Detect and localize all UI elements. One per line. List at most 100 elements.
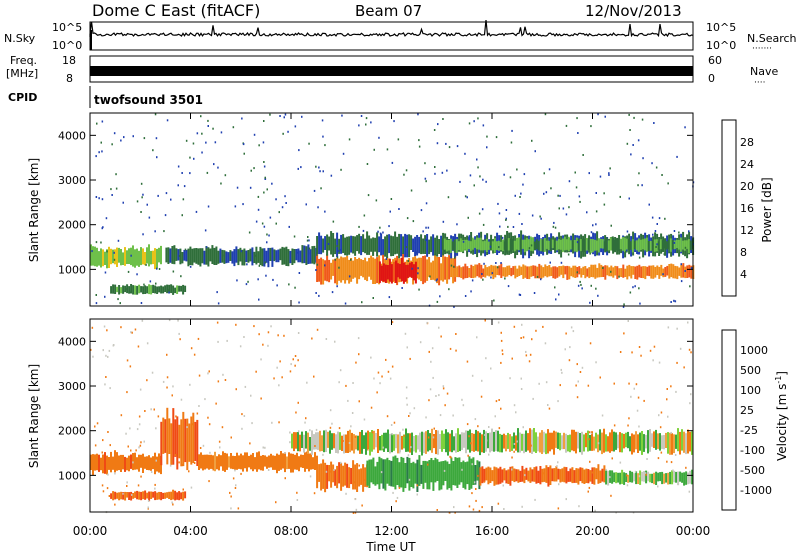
power-scatter-cell xyxy=(662,273,664,276)
power-scatter-cell xyxy=(531,139,533,142)
velocity-band-cell xyxy=(416,459,419,492)
power-band-cell xyxy=(555,240,558,251)
velocity-scatter-cell xyxy=(679,347,682,350)
power-band-cell xyxy=(626,265,629,280)
velocity-scatter-cell xyxy=(131,493,133,496)
velocity-band-cell xyxy=(553,430,555,455)
velocity-band-cell xyxy=(641,471,644,482)
velocity-band-cell xyxy=(122,492,125,500)
velocity-scatter-cell xyxy=(484,434,486,436)
velocity-colorbar-tick-label: 500 xyxy=(740,364,761,377)
velocity-band-cell xyxy=(214,451,216,472)
velocity-scatter-cell xyxy=(416,484,418,487)
velocity-band-cell xyxy=(425,431,427,454)
velocity-band-cell xyxy=(527,433,529,451)
velocity-scatter-cell xyxy=(676,361,678,364)
power-band-cell xyxy=(332,233,335,257)
power-band-cell xyxy=(156,286,159,294)
power-band-cell xyxy=(614,265,617,276)
power-colorbar-tick-label: 20 xyxy=(740,180,754,193)
power-scatter-cell xyxy=(505,217,507,220)
velocity-scatter-cell xyxy=(296,499,299,501)
power-scatter-cell xyxy=(632,144,634,146)
power-band-cell xyxy=(330,262,333,280)
velocity-band-cell xyxy=(126,492,129,498)
velocity-scatter-cell xyxy=(354,436,357,438)
power-scatter-cell xyxy=(479,175,481,178)
velocity-scatter-cell xyxy=(627,424,629,427)
power-scatter-cell xyxy=(534,150,536,153)
velocity-band-cell xyxy=(477,431,479,452)
velocity-band-cell xyxy=(647,430,649,454)
velocity-band-cell xyxy=(599,429,601,451)
velocity-band-cell xyxy=(170,491,173,501)
power-band-cell xyxy=(301,245,304,264)
power-band-cell xyxy=(384,236,387,257)
velocity-scatter-cell xyxy=(416,493,418,496)
velocity-band-cell xyxy=(458,457,461,485)
velocity-scatter-cell xyxy=(688,348,691,351)
velocity-scatter-cell xyxy=(241,427,243,430)
velocity-band-cell xyxy=(408,457,411,491)
velocity-scatter-cell xyxy=(240,472,242,475)
velocity-marks xyxy=(90,319,694,514)
velocity-scatter-cell xyxy=(419,341,422,344)
velocity-band-cell xyxy=(402,457,405,492)
velocity-band-cell xyxy=(643,434,645,452)
velocity-band-cell xyxy=(128,455,130,472)
power-scatter-cell xyxy=(308,142,310,145)
velocity-scatter-cell xyxy=(666,460,668,463)
power-scatter-cell xyxy=(608,174,610,176)
velocity-band-cell xyxy=(172,408,175,465)
velocity-scatter-cell xyxy=(354,498,357,501)
velocity-band-cell xyxy=(493,431,495,452)
power-band-cell xyxy=(412,264,415,281)
power-scatter-cell xyxy=(545,191,548,194)
power-scatter-cell xyxy=(360,115,363,117)
power-band-cell xyxy=(689,240,692,250)
power-band-cell xyxy=(495,241,498,250)
power-band-cell xyxy=(549,238,552,252)
power-band-cell xyxy=(580,268,583,278)
velocity-scatter-cell xyxy=(342,440,344,442)
velocity-band-cell xyxy=(535,432,537,453)
power-band-cell xyxy=(520,266,523,275)
velocity-scatter-cell xyxy=(106,329,108,332)
power-scatter-cell xyxy=(242,203,244,206)
power-band-cell xyxy=(538,263,541,279)
velocity-scatter-cell xyxy=(190,347,193,350)
power-band-cell xyxy=(132,245,134,267)
velocity-band-cell xyxy=(315,432,317,450)
power-band-cell xyxy=(494,265,497,278)
velocity-colorbar-tick-label: -1000 xyxy=(740,484,772,497)
velocity-scatter-cell xyxy=(548,407,551,410)
velocity-band-cell xyxy=(428,460,431,490)
velocity-scatter-cell xyxy=(432,376,434,379)
power-scatter-cell xyxy=(157,194,159,197)
power-band-cell xyxy=(563,236,566,251)
velocity-band-cell xyxy=(282,453,284,469)
velocity-band-cell xyxy=(353,434,355,454)
power-band-cell xyxy=(390,235,393,257)
power-band-cell xyxy=(108,246,110,268)
power-band-cell xyxy=(416,235,419,256)
power-band-cell xyxy=(469,241,472,251)
power-band-cell xyxy=(517,237,520,251)
velocity-band-cell xyxy=(382,459,385,489)
power-band-cell xyxy=(291,248,294,265)
power-band-cell xyxy=(239,247,242,262)
power-scatter-cell xyxy=(436,278,438,281)
power-scatter-cell xyxy=(382,231,384,234)
velocity-band-cell xyxy=(424,460,427,483)
power-band-cell xyxy=(126,250,128,264)
velocity-band-cell xyxy=(194,421,197,461)
power-band-cell xyxy=(136,285,139,295)
power-band-cell xyxy=(183,249,186,261)
velocity-scatter-cell xyxy=(404,332,407,335)
power-band-cell xyxy=(138,284,141,294)
velocity-scatter-cell xyxy=(382,446,384,449)
velocity-band-cell xyxy=(589,470,592,482)
power-scatter-cell xyxy=(95,302,98,305)
power-scatter-cell xyxy=(338,266,340,269)
power-scatter-cell xyxy=(136,273,138,276)
